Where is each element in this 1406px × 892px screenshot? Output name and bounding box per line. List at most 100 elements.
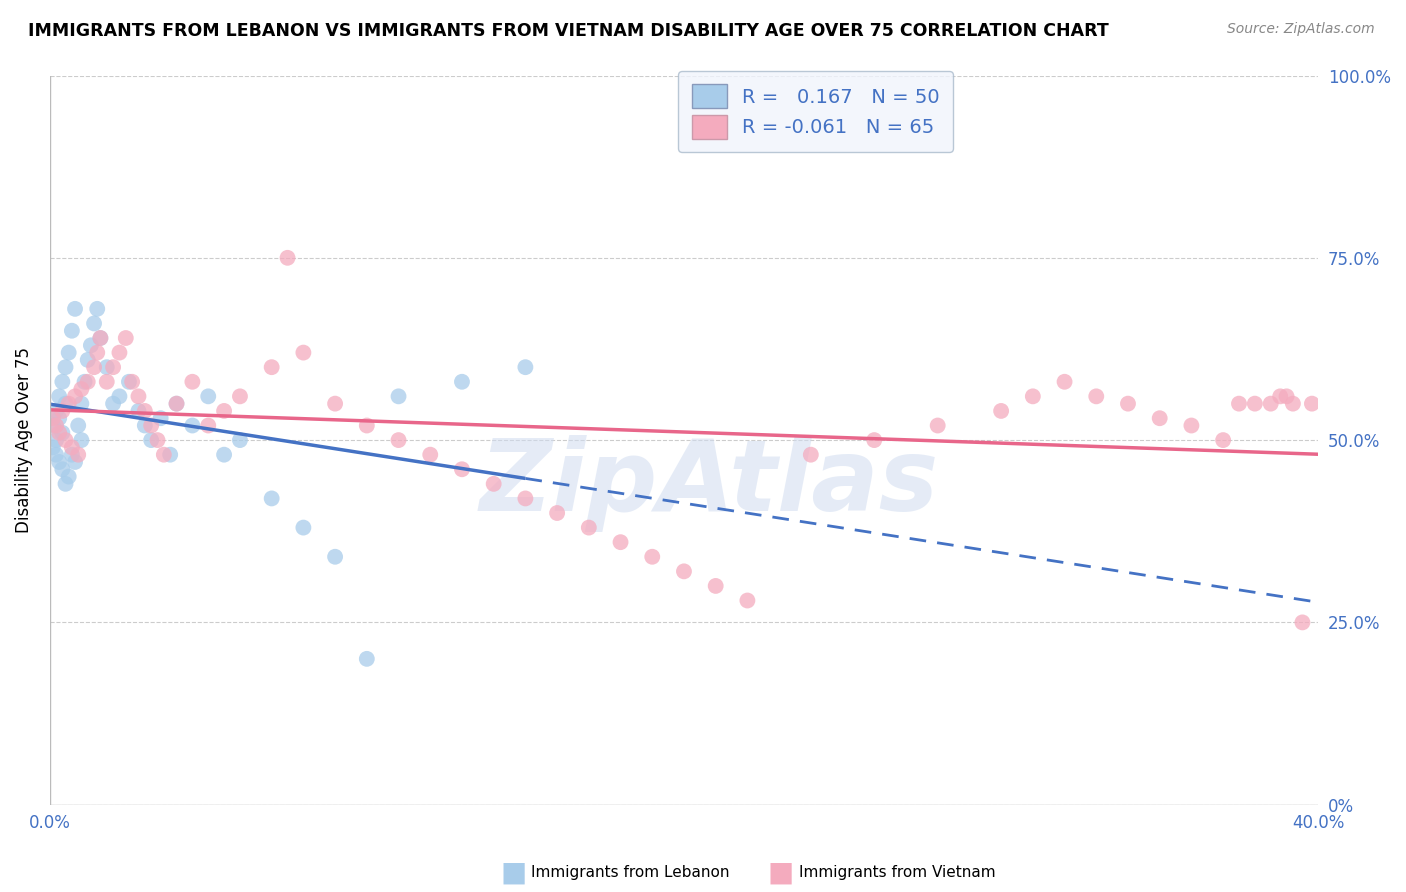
Point bbox=[51, 404, 73, 418]
Point bbox=[1116, 397, 1139, 411]
Point bbox=[51, 462, 73, 476]
Point bbox=[80, 338, 103, 352]
Point bbox=[70, 382, 93, 396]
Point bbox=[1260, 397, 1282, 411]
Point bbox=[127, 404, 149, 418]
Text: ■: ■ bbox=[768, 858, 793, 887]
Point bbox=[356, 418, 378, 433]
Point bbox=[212, 448, 235, 462]
Point bbox=[159, 448, 181, 462]
Point bbox=[641, 549, 664, 564]
Point bbox=[70, 433, 93, 447]
Point bbox=[89, 331, 111, 345]
Point bbox=[55, 397, 77, 411]
Point bbox=[76, 375, 98, 389]
Point bbox=[146, 433, 169, 447]
Point bbox=[55, 476, 77, 491]
Point bbox=[1243, 397, 1265, 411]
Point bbox=[515, 360, 537, 375]
Point bbox=[1275, 389, 1298, 403]
Point bbox=[70, 397, 93, 411]
Point bbox=[578, 520, 600, 534]
Point bbox=[60, 448, 83, 462]
Point bbox=[108, 389, 131, 403]
Point bbox=[63, 389, 86, 403]
Point bbox=[45, 448, 67, 462]
Point bbox=[1282, 397, 1305, 411]
Point bbox=[76, 352, 98, 367]
Point bbox=[277, 251, 299, 265]
Point bbox=[737, 593, 759, 607]
Point bbox=[1301, 397, 1323, 411]
Point bbox=[83, 360, 105, 375]
Point bbox=[51, 375, 73, 389]
Point bbox=[55, 360, 77, 375]
Point bbox=[108, 345, 131, 359]
Point bbox=[197, 389, 219, 403]
Point bbox=[42, 411, 65, 425]
Point bbox=[101, 360, 124, 375]
Point bbox=[63, 455, 86, 469]
Point bbox=[58, 397, 80, 411]
Text: ZipAtlas: ZipAtlas bbox=[479, 435, 939, 533]
Point bbox=[166, 397, 188, 411]
Point bbox=[149, 411, 172, 425]
Point bbox=[86, 345, 108, 359]
Point bbox=[387, 433, 409, 447]
Text: Source: ZipAtlas.com: Source: ZipAtlas.com bbox=[1227, 22, 1375, 37]
Point bbox=[134, 404, 156, 418]
Point bbox=[60, 441, 83, 455]
Text: ■: ■ bbox=[501, 858, 526, 887]
Point bbox=[48, 455, 70, 469]
Point bbox=[197, 418, 219, 433]
Point bbox=[67, 418, 90, 433]
Point bbox=[86, 301, 108, 316]
Point bbox=[42, 441, 65, 455]
Point bbox=[1180, 418, 1202, 433]
Point bbox=[229, 389, 252, 403]
Point bbox=[260, 491, 283, 506]
Point bbox=[83, 317, 105, 331]
Point bbox=[323, 549, 346, 564]
Point bbox=[292, 345, 315, 359]
Point bbox=[67, 448, 90, 462]
Point bbox=[48, 389, 70, 403]
Y-axis label: Disability Age Over 75: Disability Age Over 75 bbox=[15, 347, 32, 533]
Point bbox=[1022, 389, 1045, 403]
Point bbox=[60, 324, 83, 338]
Point bbox=[323, 397, 346, 411]
Point bbox=[1291, 615, 1313, 630]
Point bbox=[153, 448, 176, 462]
Point bbox=[1270, 389, 1292, 403]
Point bbox=[45, 433, 67, 447]
Point bbox=[127, 389, 149, 403]
Point bbox=[704, 579, 727, 593]
Point bbox=[63, 301, 86, 316]
Point bbox=[451, 462, 474, 476]
Point bbox=[58, 345, 80, 359]
Point bbox=[55, 433, 77, 447]
Text: IMMIGRANTS FROM LEBANON VS IMMIGRANTS FROM VIETNAM DISABILITY AGE OVER 75 CORREL: IMMIGRANTS FROM LEBANON VS IMMIGRANTS FR… bbox=[28, 22, 1109, 40]
Point bbox=[89, 331, 111, 345]
Point bbox=[387, 389, 409, 403]
Point bbox=[141, 418, 163, 433]
Point bbox=[101, 397, 124, 411]
Point bbox=[1212, 433, 1234, 447]
Point bbox=[166, 397, 188, 411]
Point bbox=[73, 375, 96, 389]
Text: Immigrants from Lebanon: Immigrants from Lebanon bbox=[531, 865, 730, 880]
Point bbox=[546, 506, 568, 520]
Point bbox=[451, 375, 474, 389]
Point bbox=[419, 448, 441, 462]
Point bbox=[515, 491, 537, 506]
Point bbox=[48, 425, 70, 440]
Point bbox=[212, 404, 235, 418]
Point bbox=[45, 418, 67, 433]
Point bbox=[42, 418, 65, 433]
Point bbox=[1227, 397, 1250, 411]
Text: Immigrants from Vietnam: Immigrants from Vietnam bbox=[799, 865, 995, 880]
Point bbox=[58, 469, 80, 483]
Point bbox=[863, 433, 886, 447]
Point bbox=[118, 375, 141, 389]
Point bbox=[48, 411, 70, 425]
